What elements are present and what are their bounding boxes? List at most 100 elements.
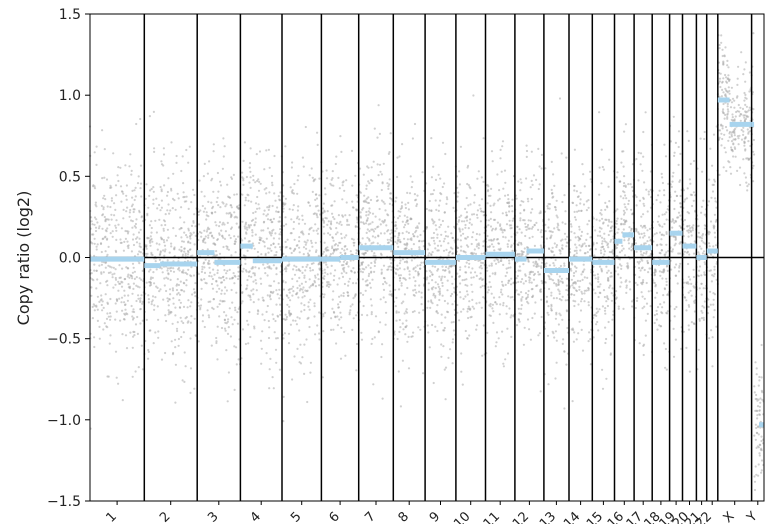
copy-ratio-point — [470, 223, 473, 226]
copy-ratio-point — [403, 237, 406, 240]
copy-ratio-point — [754, 361, 757, 364]
copy-ratio-point — [565, 277, 568, 280]
copy-ratio-point — [93, 187, 97, 190]
copy-ratio-point — [137, 231, 141, 234]
copy-ratio-point — [444, 152, 447, 156]
copy-ratio-point — [535, 221, 538, 224]
copy-ratio-point — [693, 310, 697, 313]
copy-ratio-point — [345, 201, 348, 204]
copy-ratio-point — [642, 155, 645, 158]
copy-ratio-point — [313, 281, 317, 284]
copy-ratio-point — [210, 201, 213, 204]
copy-ratio-point — [345, 234, 348, 237]
copy-ratio-point — [374, 215, 377, 218]
copy-ratio-point — [640, 291, 643, 294]
copy-ratio-point — [665, 277, 668, 280]
copy-ratio-point — [233, 242, 237, 245]
copy-ratio-point — [550, 273, 553, 276]
copy-ratio-point — [422, 309, 425, 312]
copy-ratio-point — [648, 267, 651, 270]
copy-ratio-point — [598, 308, 601, 311]
copy-ratio-point — [359, 215, 362, 218]
copy-ratio-point — [257, 298, 260, 301]
copy-ratio-point — [95, 218, 98, 221]
copy-ratio-point — [384, 301, 387, 304]
copy-ratio-point — [475, 213, 479, 216]
copy-ratio-point — [724, 125, 728, 129]
copy-ratio-point — [508, 259, 511, 262]
copy-ratio-point — [146, 214, 149, 217]
copy-ratio-point — [429, 275, 432, 278]
copy-ratio-point — [184, 317, 187, 320]
copy-ratio-point — [475, 302, 478, 305]
copy-ratio-point — [402, 300, 405, 303]
copy-ratio-point — [191, 254, 194, 257]
copy-ratio-point — [221, 201, 224, 204]
copy-ratio-point — [155, 231, 158, 234]
copy-ratio-point — [595, 311, 598, 314]
copy-ratio-point — [244, 269, 248, 272]
copy-ratio-point — [600, 148, 603, 151]
copy-ratio-point — [211, 287, 215, 290]
copy-ratio-point — [604, 341, 607, 345]
copy-ratio-point — [463, 250, 466, 253]
copy-ratio-point — [530, 281, 533, 284]
copy-ratio-point — [565, 245, 568, 248]
copy-ratio-point — [729, 172, 733, 175]
copy-ratio-point — [185, 234, 188, 237]
copy-ratio-point — [312, 262, 315, 265]
copy-ratio-point — [416, 194, 419, 197]
copy-ratio-point — [370, 270, 373, 273]
copy-ratio-point — [149, 235, 152, 238]
copy-ratio-point — [236, 311, 239, 314]
copy-ratio-point — [260, 253, 263, 256]
copy-ratio-point — [318, 332, 321, 335]
copy-ratio-point — [573, 271, 576, 275]
copy-ratio-point — [114, 208, 117, 211]
copy-ratio-point — [754, 423, 758, 426]
copy-ratio-point — [510, 283, 513, 286]
copy-ratio-point — [759, 448, 763, 451]
copy-ratio-point — [119, 185, 123, 188]
copy-ratio-point — [655, 198, 658, 202]
copy-ratio-point — [149, 189, 152, 192]
copy-ratio-point — [159, 252, 162, 256]
copy-ratio-point — [101, 227, 104, 230]
copy-ratio-point — [466, 182, 469, 186]
copy-ratio-point — [548, 207, 551, 210]
copy-ratio-point — [398, 279, 401, 282]
copy-ratio-point — [324, 271, 327, 274]
copy-ratio-point — [760, 435, 763, 438]
copy-ratio-point — [114, 184, 118, 187]
copy-ratio-point — [225, 245, 228, 248]
copy-ratio-point — [270, 234, 273, 237]
copy-ratio-point — [626, 262, 629, 265]
copy-ratio-point — [468, 307, 471, 310]
copy-ratio-point — [575, 246, 578, 249]
copy-ratio-point — [615, 219, 618, 223]
copy-ratio-point — [553, 254, 556, 257]
copy-ratio-point — [246, 284, 249, 287]
copy-ratio-point — [709, 303, 712, 306]
copy-ratio-point — [581, 163, 584, 166]
copy-ratio-point — [326, 266, 329, 269]
copy-ratio-point — [458, 291, 462, 294]
copy-ratio-point — [559, 314, 562, 317]
copy-ratio-point — [586, 232, 589, 235]
copy-ratio-point — [292, 268, 295, 271]
copy-ratio-point — [478, 266, 481, 269]
copy-ratio-point — [132, 287, 135, 290]
copy-ratio-point — [404, 325, 407, 329]
copy-ratio-point — [711, 190, 715, 193]
copy-ratio-point — [732, 155, 735, 158]
copy-ratio-point — [324, 261, 327, 264]
copy-ratio-point — [673, 244, 676, 247]
copy-ratio-point — [198, 230, 201, 234]
copy-ratio-point — [550, 307, 553, 310]
copy-ratio-point — [404, 203, 407, 206]
copy-ratio-point — [430, 287, 433, 290]
copy-ratio-point — [107, 271, 110, 274]
copy-ratio-point — [135, 241, 139, 244]
copy-ratio-point — [311, 245, 314, 248]
copy-ratio-point — [548, 287, 551, 291]
